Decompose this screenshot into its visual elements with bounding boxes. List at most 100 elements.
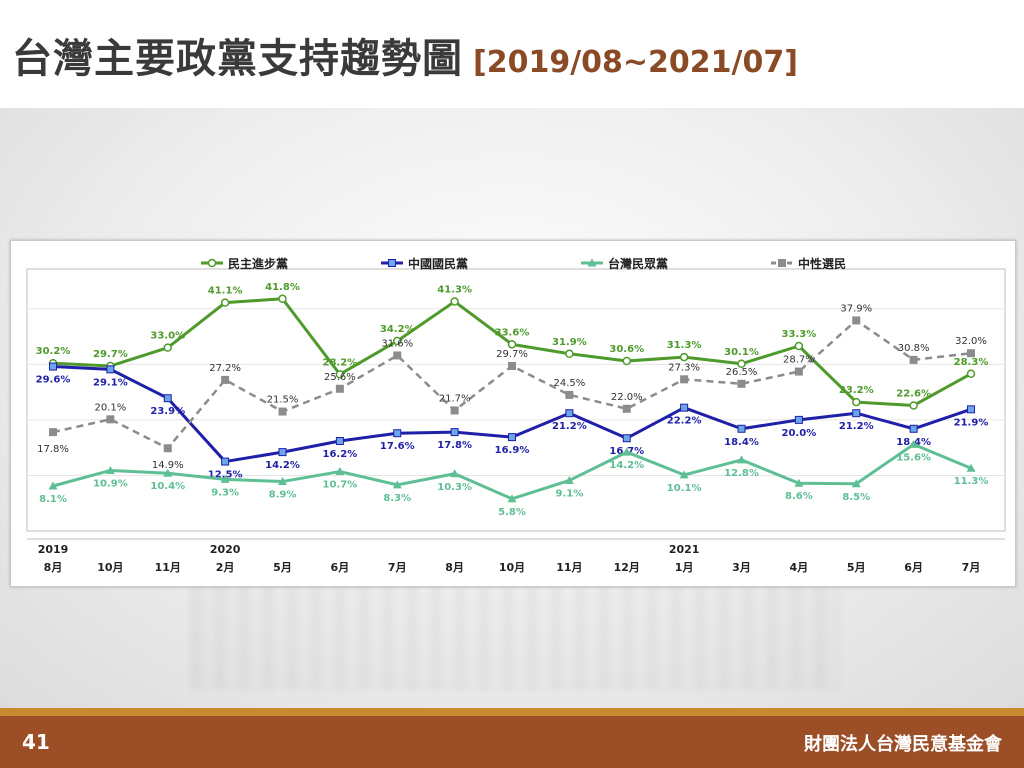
data-point [679, 352, 689, 362]
data-point [622, 404, 631, 413]
x-tick-label: 12月 [614, 561, 640, 574]
data-label: 22.6% [896, 388, 931, 399]
chart-container: 民主進步黨 中國國民黨 台灣民眾黨 中性選民 30.2% 29.7% 33.0% 41.1% 4… [10, 240, 1016, 587]
data-point [680, 375, 689, 384]
data-point [737, 455, 746, 464]
data-label: 41.1% [208, 286, 243, 297]
x-tick-label: 11月 [556, 561, 582, 574]
data-point [565, 390, 574, 399]
data-label: 31.9% [552, 337, 587, 348]
data-label: 28.3% [954, 357, 989, 368]
data-label: 25.6% [324, 372, 356, 383]
data-point [508, 433, 516, 442]
legend-label: 民主進步黨 [228, 256, 288, 271]
data-point [106, 365, 115, 374]
data-label: 41.8% [265, 282, 300, 293]
x-tick-label: 8月 [445, 561, 464, 574]
data-label: 33.0% [150, 331, 185, 342]
legend-label: 中國國民黨 [408, 256, 468, 271]
data-label: 17.8% [37, 444, 69, 455]
year-tick-label: 2020 [210, 543, 241, 556]
data-label: 22.0% [611, 392, 643, 403]
data-point [794, 341, 804, 351]
data-point [967, 349, 975, 358]
data-point [794, 415, 803, 424]
data-point [737, 424, 746, 433]
data-point [508, 362, 516, 370]
page-title: 台灣主要政黨支持趨勢圖 [2019/08~2021/07] [12, 26, 798, 84]
data-point [278, 477, 287, 486]
data-label: 17.6% [380, 441, 415, 452]
data-label: 5.8% [498, 507, 526, 518]
trend-line-chart: 民主進步黨 中國國民黨 台灣民眾黨 中性選民 30.2% 29.7% 33.0% 41.1% 4… [26, 256, 1006, 574]
data-label: 16.9% [495, 445, 530, 456]
data-label: 31.3% [667, 340, 702, 351]
data-label: 32.0% [955, 336, 987, 347]
data-label: 24.5% [553, 378, 585, 389]
data-point [622, 356, 631, 366]
data-label: 27.3% [668, 362, 700, 373]
data-label: 16.2% [323, 449, 358, 460]
data-point [737, 379, 746, 388]
year-tick-label: 2019 [38, 543, 69, 556]
data-label: 11.3% [954, 476, 989, 487]
data-label: 22.2% [667, 416, 702, 427]
data-point [852, 409, 861, 418]
data-label: 20.1% [94, 402, 126, 413]
data-point [737, 359, 746, 369]
data-label: 15.6% [896, 452, 931, 463]
data-label: 14.2% [265, 460, 300, 471]
data-label: 29.7% [93, 349, 128, 360]
data-point [48, 481, 58, 490]
data-label: 28.7% [783, 355, 815, 366]
data-point [450, 428, 459, 437]
x-tick-label: 5月 [847, 561, 866, 574]
data-label: 17.8% [437, 440, 472, 451]
data-point [507, 340, 517, 349]
data-point [450, 297, 459, 306]
data-label: 9.1% [556, 488, 584, 499]
data-point [278, 407, 287, 416]
data-label: 26.5% [726, 367, 758, 378]
data-point [393, 429, 402, 438]
x-tick-label: 8月 [44, 561, 63, 574]
data-point [794, 367, 803, 376]
title-date-range: [2019/08~2021/07] [473, 45, 798, 80]
x-tick-label: 2月 [216, 561, 235, 574]
x-tick-label: 6月 [904, 561, 923, 574]
data-point [163, 444, 172, 453]
data-point [278, 448, 287, 457]
legend-marker [207, 258, 217, 268]
data-point [794, 478, 804, 487]
x-tick-label: 4月 [790, 561, 809, 574]
title-text: 台灣主要政黨支持趨勢圖 [12, 36, 463, 82]
data-label: 37.9% [840, 303, 872, 314]
data-point [909, 424, 918, 433]
data-point [220, 474, 230, 483]
data-point [680, 403, 689, 412]
organization-name: 財團法人台灣民意基金會 [804, 734, 1002, 755]
data-point [909, 401, 918, 410]
x-tick-label: 7月 [962, 561, 981, 574]
data-label: 8.1% [39, 494, 67, 505]
data-label: 30.1% [724, 347, 759, 358]
series-line [52, 319, 972, 450]
data-point [393, 351, 402, 360]
x-tick-label: 10月 [499, 561, 525, 574]
data-point [49, 428, 57, 437]
data-point [49, 362, 57, 371]
background-silhouettes [190, 580, 840, 690]
x-tick-label: 5月 [273, 561, 292, 574]
data-point [565, 409, 574, 418]
data-label: 29.1% [93, 377, 128, 388]
data-point [679, 470, 689, 479]
data-point [966, 463, 976, 472]
x-tick-label: 6月 [331, 561, 350, 574]
data-label: 12.8% [724, 468, 759, 479]
data-label: 30.6% [609, 344, 644, 355]
data-label: 18.4% [724, 437, 759, 448]
data-label: 8.9% [269, 490, 297, 501]
year-tick-label: 2021 [669, 543, 700, 556]
data-point [106, 415, 115, 424]
data-point [450, 469, 460, 478]
